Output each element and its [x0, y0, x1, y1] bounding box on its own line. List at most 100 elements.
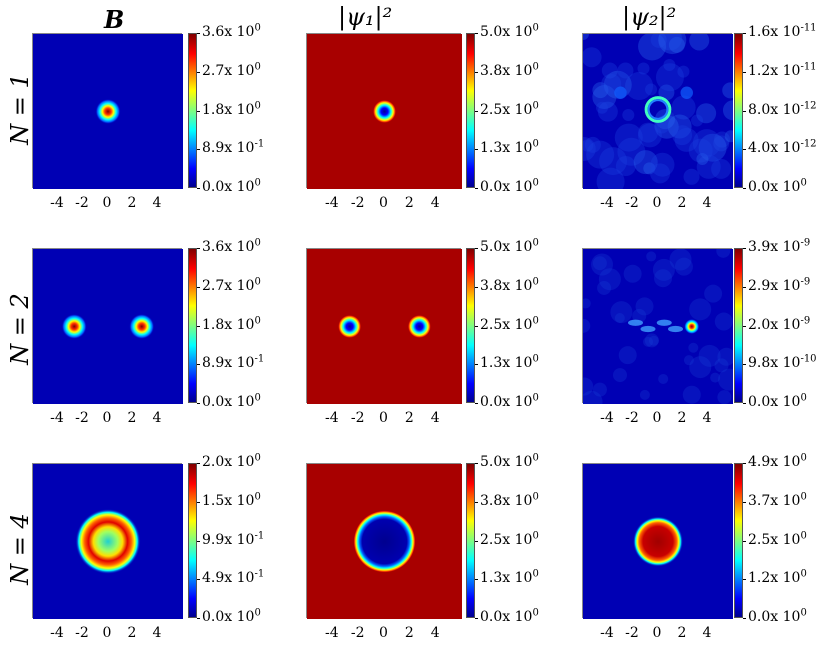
- colorbar-tick-mark: [197, 579, 200, 581]
- colorbar-tick-label: 8.0x 10-12: [748, 99, 817, 118]
- x-tick-label: 0: [102, 195, 112, 211]
- colorbar-tick-mark: [743, 286, 746, 288]
- heatmap-n2-b: [32, 248, 183, 404]
- x-tick-label: -2: [625, 410, 639, 426]
- heatmap-n2-psi2: [575, 243, 741, 413]
- colorbar-tick-mark: [197, 501, 200, 503]
- heatmap-n1-psi1: [306, 33, 462, 189]
- colorbar-tick-label: 8.9x 10-1: [202, 138, 265, 157]
- x-tick-label: 2: [677, 195, 687, 211]
- colorbar-tick-mark: [743, 501, 746, 503]
- x-tick-label: -2: [75, 195, 89, 211]
- row-label-n4: N = 4: [6, 513, 34, 585]
- x-tick-label: -2: [625, 195, 639, 211]
- colorbar-tick-mark: [475, 188, 478, 189]
- colorbar-tick-label: 1.2x 10-11: [748, 61, 817, 79]
- colorbar-tick-mark: [743, 149, 746, 151]
- colorbar-tick-label: 0.0x 100: [748, 177, 807, 195]
- colorbar-tick-mark: [743, 540, 746, 542]
- x-tick-label: 2: [404, 195, 414, 211]
- colorbar-tick-mark: [475, 403, 478, 404]
- colorbar-tick-label: 3.8x 100: [480, 276, 539, 294]
- colorbar-tick-mark: [475, 71, 478, 73]
- colorbar-n1-psi1: [466, 33, 475, 188]
- colorbar-tick-label: 2.7x 100: [202, 276, 261, 294]
- colorbar-tick-label: 5.0x 100: [480, 452, 539, 470]
- x-tick-label: 4: [152, 625, 162, 641]
- x-tick-label: 2: [404, 410, 414, 426]
- x-tick-label: -2: [75, 625, 89, 641]
- colorbar-tick-label: 2.5x 100: [480, 529, 539, 548]
- colorbar-tick-label: 0.0x 100: [748, 607, 807, 625]
- colorbar-tick-mark: [743, 579, 746, 581]
- colorbar-tick-mark: [743, 403, 746, 404]
- colorbar-n2-psi2: [734, 248, 743, 403]
- colorbar-tick-mark: [197, 248, 200, 249]
- colorbar-tick-label: 1.8x 100: [202, 314, 261, 333]
- colorbar-tick-mark: [475, 579, 478, 581]
- heatmap-n1-b: [32, 33, 183, 189]
- colorbar-tick-label: 0.0x 100: [480, 392, 539, 410]
- x-tick-label: -2: [350, 410, 365, 426]
- colorbar-tick-mark: [197, 71, 200, 73]
- heatmap-n1-psi2: [571, 26, 743, 196]
- x-tick-label: -2: [75, 410, 89, 426]
- colorbar-tick-mark: [197, 33, 200, 34]
- colorbar-tick-label: 4.9x 100: [748, 452, 807, 470]
- colorbar-n4-b: [188, 463, 197, 618]
- x-tick-label: 0: [652, 410, 662, 426]
- colorbar-tick-mark: [475, 364, 478, 366]
- colorbar-tick-label: 2.5x 100: [748, 529, 807, 548]
- heatmap-n4-psi2: [582, 463, 733, 619]
- colorbar-tick-mark: [197, 188, 200, 189]
- colorbar-n1-b: [188, 33, 197, 188]
- colorbar-tick-label: 3.8x 100: [480, 61, 539, 79]
- colorbar-tick-mark: [197, 463, 200, 464]
- colorbar-tick-label: 3.6x 100: [202, 237, 261, 255]
- x-tick-label: 0: [652, 625, 662, 641]
- colorbar-tick-mark: [475, 501, 478, 503]
- colorbar-tick-mark: [197, 325, 200, 327]
- x-tick-label: 4: [430, 625, 440, 641]
- x-tick-label: -4: [600, 625, 614, 641]
- x-tick-label: 2: [127, 195, 137, 211]
- colorbar-tick-label: 8.9x 10-1: [202, 353, 265, 372]
- x-tick-label: -4: [325, 195, 339, 211]
- colorbar-tick-label: 2.0x 100: [202, 452, 261, 470]
- colorbar-tick-label: 1.3x 100: [480, 138, 539, 157]
- colorbar-tick-mark: [475, 149, 478, 151]
- colorbar-tick-mark: [475, 618, 478, 619]
- colorbar-tick-mark: [197, 618, 200, 619]
- x-tick-label: 4: [430, 410, 440, 426]
- column-title-psi2: |ψ₂|²: [622, 3, 677, 31]
- colorbar-tick-label: 1.2x 100: [748, 568, 807, 587]
- colorbar-n4-psi2: [734, 463, 743, 618]
- x-tick-label: -4: [50, 195, 64, 211]
- x-tick-label: 2: [677, 625, 687, 641]
- x-tick-label: 4: [152, 195, 162, 211]
- colorbar-tick-label: 5.0x 100: [480, 22, 539, 40]
- colorbar-tick-label: 2.5x 100: [480, 99, 539, 118]
- colorbar-tick-mark: [743, 71, 746, 73]
- x-tick-label: -4: [325, 625, 339, 641]
- x-tick-label: -2: [625, 625, 639, 641]
- colorbar-n1-psi2: [734, 33, 743, 188]
- colorbar-tick-label: 0.0x 100: [480, 607, 539, 625]
- colorbar-tick-label: 4.9x 10-1: [202, 568, 265, 587]
- colorbar-tick-label: 0.0x 100: [748, 392, 807, 410]
- colorbar-tick-mark: [197, 286, 200, 288]
- colorbar-tick-mark: [743, 188, 746, 189]
- x-tick-label: 4: [702, 410, 712, 426]
- colorbar-tick-mark: [475, 286, 478, 288]
- colorbar-tick-label: 4.0x 10-12: [748, 138, 817, 157]
- x-tick-label: 4: [702, 195, 712, 211]
- colorbar-tick-mark: [475, 463, 478, 464]
- heatmap-n4-b: [32, 463, 183, 619]
- colorbar-tick-mark: [475, 110, 478, 112]
- colorbar-tick-mark: [197, 364, 200, 366]
- colorbar-tick-label: 1.6x 10-11: [748, 22, 817, 40]
- x-tick-label: -2: [350, 625, 365, 641]
- colorbar-tick-label: 1.3x 100: [480, 568, 539, 587]
- colorbar-tick-label: 2.9x 10-9: [748, 276, 811, 294]
- x-tick-label: 2: [404, 625, 414, 641]
